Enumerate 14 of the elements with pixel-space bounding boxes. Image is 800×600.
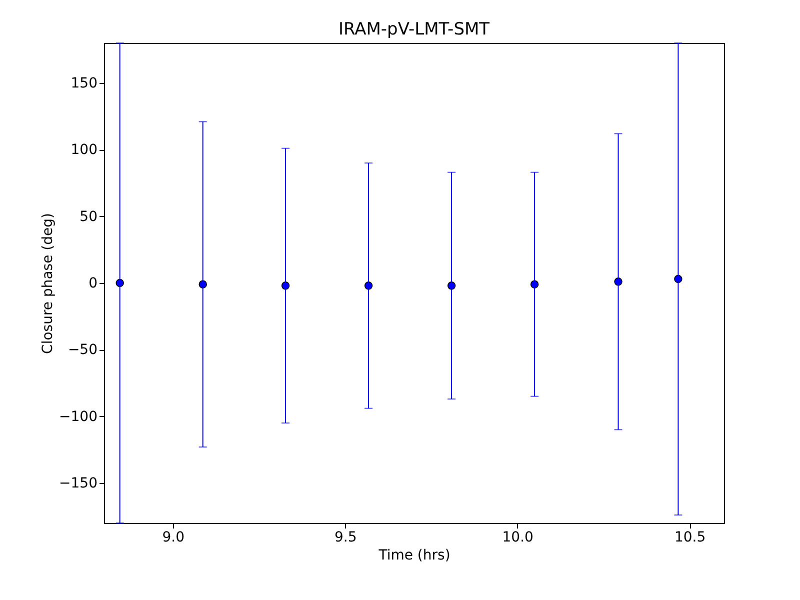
- chart-title: IRAM-pV-LMT-SMT: [338, 20, 490, 40]
- y-tick-label: 50: [80, 208, 98, 225]
- y-tick-label: 0: [88, 276, 98, 292]
- y-tick-label: −150: [59, 476, 98, 492]
- x-tick-label: 10.0: [502, 530, 534, 546]
- y-axis-title: Closure phase (deg): [40, 213, 56, 354]
- y-tick-label: 100: [70, 142, 98, 158]
- x-tick-label: 9.5: [334, 530, 357, 546]
- x-tick-label: 10.5: [674, 530, 706, 546]
- x-axis-title: Time (hrs): [378, 548, 450, 564]
- y-tick-label: 150: [70, 76, 98, 92]
- x-tick-label: 9.0: [162, 530, 185, 546]
- y-tick-label: −100: [59, 408, 98, 425]
- y-tick-label: −50: [68, 342, 98, 358]
